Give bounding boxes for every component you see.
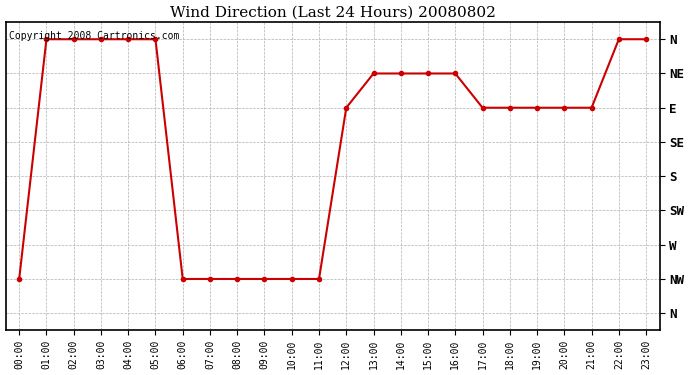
Text: Copyright 2008 Cartronics.com: Copyright 2008 Cartronics.com xyxy=(9,32,179,41)
Title: Wind Direction (Last 24 Hours) 20080802: Wind Direction (Last 24 Hours) 20080802 xyxy=(170,6,495,20)
